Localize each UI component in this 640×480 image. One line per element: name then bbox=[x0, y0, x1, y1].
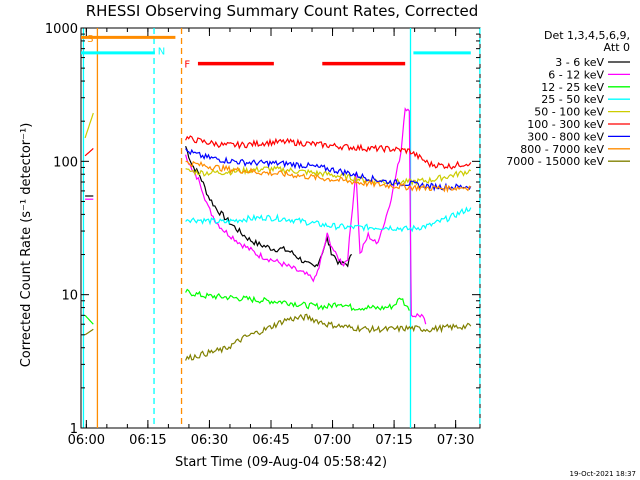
legend-label: 300 - 800 keV bbox=[527, 130, 604, 143]
series-12-25-keV-line bbox=[84, 288, 410, 325]
axis-ticks: 1 10 100 1000 06:00 06:15 06:30 06:45 07:00 07:15… bbox=[45, 22, 480, 448]
series-segment bbox=[84, 147, 94, 157]
series-segment bbox=[185, 135, 472, 170]
vertical-markers bbox=[82, 28, 481, 428]
legend-label: 12 - 25 keV bbox=[541, 81, 604, 94]
legend-label: 3 - 6 keV bbox=[555, 56, 604, 69]
legend-header-line-1: Det 1,3,4,5,6,9, bbox=[544, 29, 630, 42]
series-segment bbox=[185, 160, 472, 194]
legend-label: 6 - 12 keV bbox=[548, 68, 604, 81]
x-tick-label: 06:00 bbox=[68, 433, 105, 448]
y-axis-label: Corrected Count Rate (s⁻¹ detector⁻¹) bbox=[19, 123, 34, 368]
generated-timestamp: 19-Oct-2021 18:37 bbox=[570, 470, 636, 478]
series-300-800-keV-line bbox=[185, 148, 472, 192]
annotations: S N F bbox=[87, 34, 190, 71]
x-tick-label: 07:30 bbox=[437, 433, 474, 448]
y-tick-label: 1000 bbox=[45, 22, 78, 37]
x-tick-label: 06:45 bbox=[252, 433, 289, 448]
annotation-f: F bbox=[184, 60, 190, 71]
plot-area bbox=[80, 27, 481, 429]
series-segment bbox=[84, 314, 94, 325]
series-segment bbox=[185, 288, 410, 312]
y-tick-label: 1 bbox=[70, 422, 78, 437]
series-segment bbox=[84, 112, 94, 139]
series-segment bbox=[185, 206, 472, 233]
legend-label: 100 - 300 keV bbox=[527, 118, 604, 131]
y-tick-label: 100 bbox=[53, 155, 78, 170]
y-tick-label: 10 bbox=[61, 289, 78, 304]
series-6-12-keV-line bbox=[85, 107, 427, 325]
series-100-300-keV-line bbox=[84, 135, 472, 170]
x-tick-label: 06:15 bbox=[129, 433, 166, 448]
chart-title: RHESSI Observing Summary Count Rates, Co… bbox=[86, 2, 479, 20]
legend-header-line-2: Att 0 bbox=[604, 41, 630, 54]
annotation-n: N bbox=[158, 46, 165, 57]
series-25-50-keV-line bbox=[81, 51, 472, 233]
annotation-s: S bbox=[87, 34, 93, 45]
legend-label: 800 - 7000 keV bbox=[520, 143, 604, 156]
series-segment bbox=[185, 107, 427, 325]
series-800-7000-keV-line bbox=[81, 35, 472, 194]
legend-label: 50 - 100 keV bbox=[534, 106, 604, 119]
series-segment bbox=[84, 328, 94, 336]
legend-label: 25 - 50 keV bbox=[541, 93, 604, 106]
plot-border bbox=[80, 27, 481, 429]
x-tick-label: 07:15 bbox=[375, 433, 412, 448]
x-tick-label: 07:00 bbox=[314, 433, 351, 448]
series-segment bbox=[185, 313, 472, 361]
series-7000-15000-keV-line bbox=[84, 313, 472, 361]
x-tick-label: 06:30 bbox=[191, 433, 228, 448]
legend-label: 7000 - 15000 keV bbox=[506, 155, 604, 168]
series-segment bbox=[185, 148, 472, 192]
x-axis-label: Start Time (09-Aug-04 05:58:42) bbox=[175, 455, 387, 470]
series-lines bbox=[81, 35, 472, 361]
series-3-6-keV-line bbox=[85, 145, 353, 268]
